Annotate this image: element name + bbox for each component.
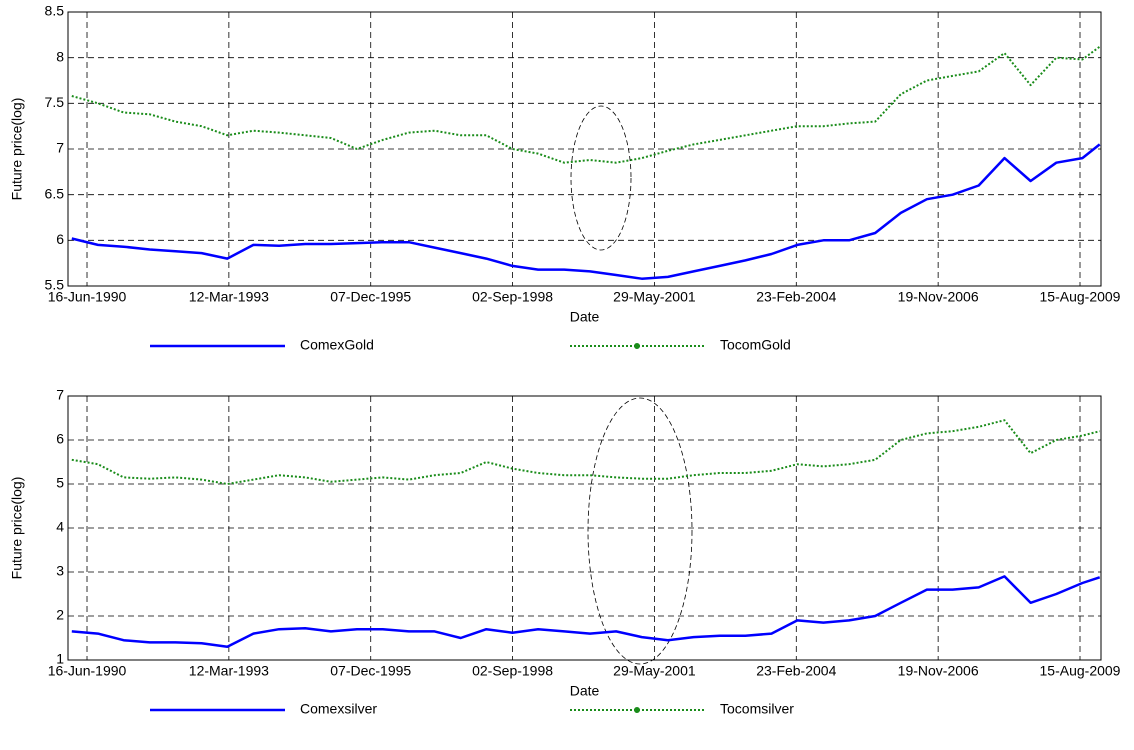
- legend-label: Comexsilver: [300, 701, 377, 717]
- x-tick-label: 02-Sep-1998: [472, 663, 553, 679]
- legend-label: Tocomsilver: [720, 701, 794, 717]
- y-tick-label: 8: [56, 48, 64, 64]
- x-tick-label: 07-Dec-1995: [330, 663, 411, 679]
- plot-frame: [67, 11, 1102, 287]
- series-line: [71, 143, 1101, 280]
- y-tick-label: 7.5: [45, 94, 65, 110]
- annotation-ellipse: [587, 397, 693, 665]
- y-tick-label: 8.5: [45, 3, 65, 19]
- x-tick-label: 19-Nov-2006: [898, 663, 979, 679]
- series-line: [71, 419, 1100, 485]
- y-tick-label: 6: [56, 231, 64, 247]
- y-tick-label: 1: [56, 651, 64, 667]
- y-tick-label: 7: [56, 387, 64, 403]
- x-tick-label: 19-Nov-2006: [898, 289, 979, 305]
- series-line: [71, 575, 1101, 649]
- legend-marker: [634, 707, 640, 713]
- y-tick-label: 7: [56, 140, 64, 156]
- x-tick-label: 12-Mar-1993: [189, 289, 269, 305]
- legend-label: ComexGold: [300, 337, 374, 353]
- legend-marker: [634, 343, 640, 349]
- x-axis-label: Date: [570, 309, 600, 325]
- x-tick-label: 12-Mar-1993: [189, 663, 269, 679]
- plot-frame: [67, 395, 1102, 661]
- y-tick-label: 5.5: [45, 277, 65, 293]
- y-axis-label: Future price(log): [9, 477, 25, 580]
- x-tick-label: 07-Dec-1995: [330, 289, 411, 305]
- y-axis-label: Future price(log): [9, 98, 25, 201]
- x-axis-label: Date: [570, 683, 600, 699]
- y-tick-label: 6.5: [45, 185, 65, 201]
- annotation-ellipse: [570, 105, 632, 251]
- x-tick-label: 29-May-2001: [613, 289, 696, 305]
- legend-label: TocomGold: [720, 337, 791, 353]
- x-tick-label: 16-Jun-1990: [48, 289, 127, 305]
- series-line: [71, 45, 1101, 164]
- x-tick-label: 23-Feb-2004: [756, 663, 836, 679]
- x-tick-label: 02-Sep-1998: [472, 289, 553, 305]
- x-tick-label: 15-Aug-2009: [1040, 289, 1121, 305]
- y-tick-label: 2: [56, 607, 64, 623]
- x-tick-label: 15-Aug-2009: [1040, 663, 1121, 679]
- y-tick-label: 5: [56, 475, 64, 491]
- x-tick-label: 16-Jun-1990: [48, 663, 127, 679]
- y-tick-label: 6: [56, 431, 64, 447]
- y-tick-label: 3: [56, 563, 64, 579]
- x-tick-label: 29-May-2001: [613, 663, 696, 679]
- y-tick-label: 4: [56, 519, 64, 535]
- x-tick-label: 23-Feb-2004: [756, 289, 836, 305]
